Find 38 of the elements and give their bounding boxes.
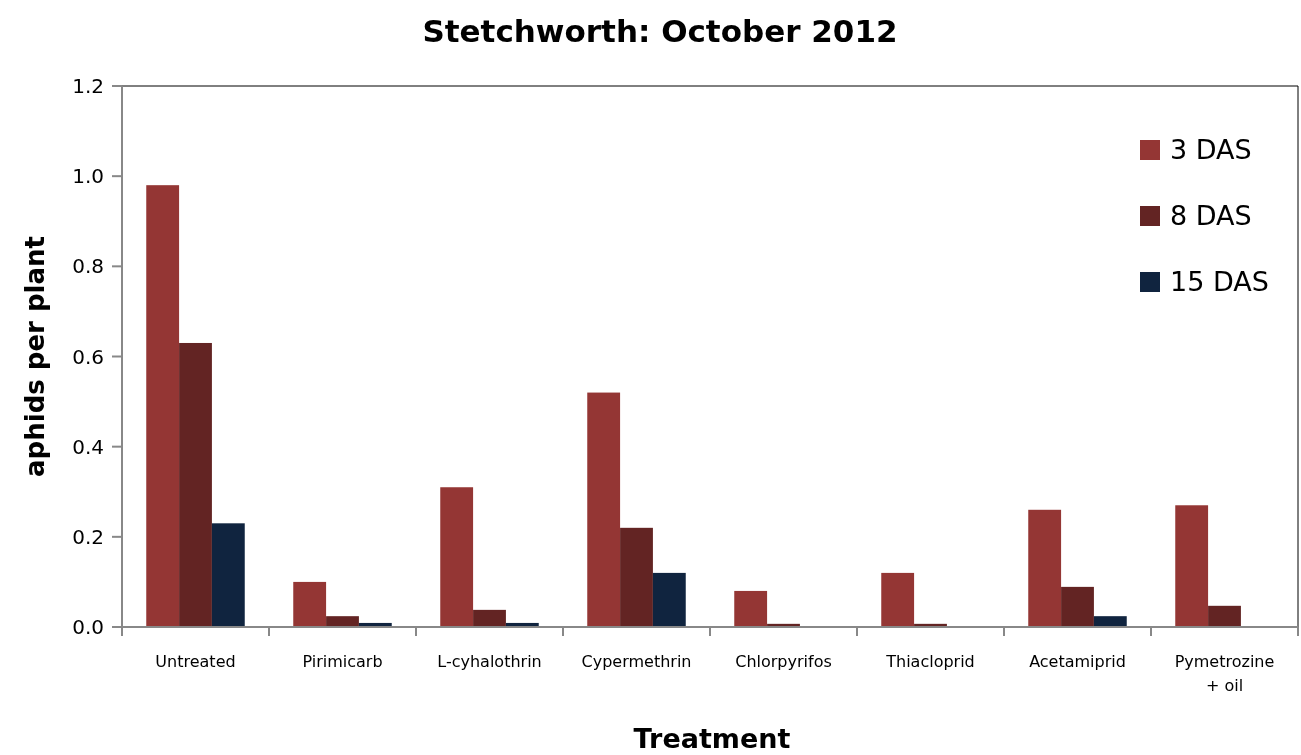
x-tick-label: Cypermethrin bbox=[581, 652, 692, 671]
x-tick-label: Untreated bbox=[155, 652, 236, 671]
y-tick-label: 0.4 bbox=[72, 434, 104, 459]
bar bbox=[179, 342, 212, 627]
bar bbox=[1175, 505, 1209, 627]
bar bbox=[1093, 616, 1127, 627]
y-axis-title: aphids per plant bbox=[20, 236, 50, 477]
bar bbox=[293, 581, 327, 627]
bar bbox=[734, 590, 768, 627]
bar bbox=[1208, 605, 1241, 627]
bar bbox=[1028, 509, 1062, 627]
bar bbox=[1061, 586, 1094, 627]
bar bbox=[473, 609, 506, 627]
x-tick-label: L-cyhalothrin bbox=[437, 652, 542, 671]
y-tick-label: 0.0 bbox=[72, 615, 104, 639]
x-axis-title: Treatment bbox=[633, 723, 791, 754]
bar bbox=[440, 487, 474, 627]
legend-label: 15 DAS bbox=[1170, 266, 1269, 298]
y-tick-label: 0.8 bbox=[72, 254, 104, 279]
y-tick-label: 1.0 bbox=[72, 164, 104, 189]
y-tick-label: 0.2 bbox=[72, 524, 104, 549]
chart-title: Stetchworth: October 2012 bbox=[422, 13, 898, 49]
x-tick-label: Pirimicarb bbox=[302, 652, 383, 671]
legend-label: 8 DAS bbox=[1170, 200, 1252, 232]
bar bbox=[652, 572, 686, 627]
bar bbox=[211, 523, 245, 627]
y-tick-label: 0.6 bbox=[72, 344, 104, 369]
bar bbox=[587, 392, 621, 627]
x-tick-label: Acetamiprid bbox=[1029, 652, 1126, 671]
y-tick-label: 1.2 bbox=[72, 74, 104, 98]
bar bbox=[146, 185, 180, 627]
x-tick-label: Thiacloprid bbox=[885, 652, 975, 671]
legend-label: 3 DAS bbox=[1170, 134, 1252, 166]
x-tick-label: Chlorpyrifos bbox=[735, 652, 832, 671]
bar bbox=[620, 527, 653, 627]
x-tick-label: Pymetrozine + oil bbox=[1174, 652, 1275, 695]
bar bbox=[881, 572, 915, 627]
bar bbox=[326, 616, 359, 627]
